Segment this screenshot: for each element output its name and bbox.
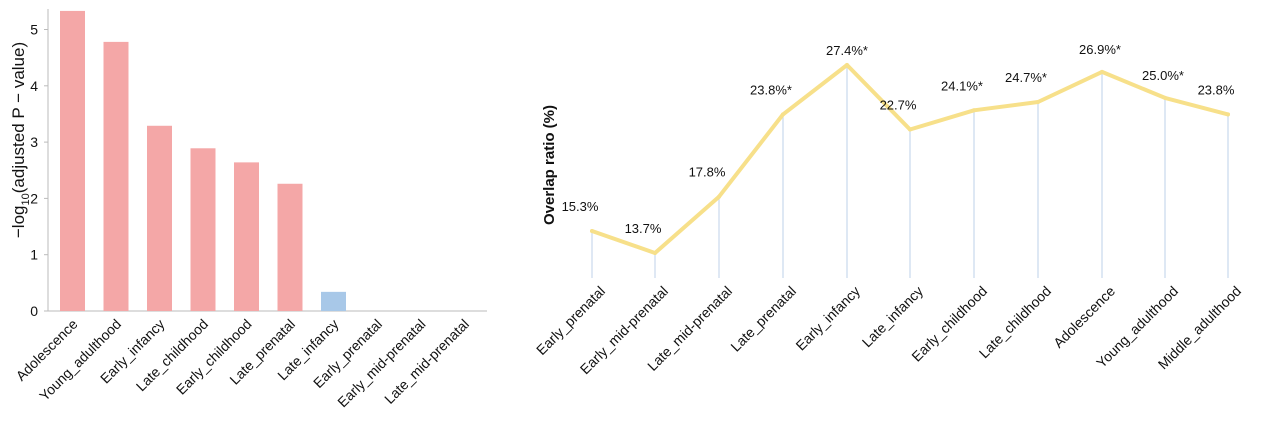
- data-point: [972, 108, 976, 113]
- y-tick-label: 0: [30, 303, 38, 319]
- data-point: [1163, 95, 1167, 100]
- data-label: 24.7%*: [1005, 70, 1047, 85]
- data-point: [1100, 69, 1104, 74]
- data-label: 27.4%*: [826, 43, 868, 58]
- x-category-label: Adolescence: [1050, 283, 1118, 351]
- bar-late_childhood: [190, 148, 216, 311]
- data-label: 15.3%: [562, 199, 599, 214]
- x-category-label: Early_prenatal: [533, 283, 608, 358]
- bar-late_prenatal: [277, 183, 303, 311]
- x-category-label: Late_infancy: [859, 283, 926, 350]
- data-label: 23.8%*: [750, 82, 792, 97]
- data-point: [1036, 100, 1040, 105]
- y-axis-title-subscript: 10: [20, 193, 32, 205]
- x-category-label: Early_mid-prenatal: [577, 283, 671, 377]
- y-tick-label: 3: [30, 134, 38, 150]
- y-axis-title-rest: (adjusted P − value): [9, 42, 28, 193]
- y-tick-label: 1: [30, 247, 38, 263]
- x-category-label: Early_childhood: [908, 283, 990, 365]
- data-point: [1226, 112, 1230, 117]
- x-category-label: Middle_adulthood: [1155, 283, 1244, 372]
- x-category-label: Early_infancy: [792, 283, 863, 354]
- y-tick-label: 4: [30, 78, 38, 94]
- data-label: 23.8%: [1198, 82, 1235, 97]
- data-label: 17.8%: [689, 165, 726, 180]
- y-axis-title: −log10(adjusted P − value): [9, 42, 32, 238]
- data-label: 26.9%*: [1079, 42, 1121, 57]
- x-category-label: Late_prenatal: [727, 283, 799, 355]
- x-category-label: Early_childhood: [173, 316, 255, 398]
- data-point: [845, 63, 849, 67]
- data-point: [781, 112, 785, 117]
- series-line: [590, 63, 1230, 255]
- bar-early_infancy: [147, 125, 172, 311]
- x-category-label: Late_mid-prenatal: [381, 316, 472, 407]
- data-label: 24.1%*: [941, 78, 983, 93]
- x-category-label: Late_mid-prenatal: [644, 283, 735, 374]
- data-label: 22.7%: [880, 97, 917, 112]
- y-tick-label: 2: [30, 190, 38, 206]
- data-label: 25.0%*: [1142, 68, 1184, 83]
- data-point: [908, 127, 912, 132]
- data-label: 13.7%: [625, 221, 662, 236]
- data-point: [653, 250, 657, 255]
- y-axis-title: Overlap ratio (%): [541, 105, 558, 225]
- bar-late_infancy: [321, 291, 346, 311]
- data-point: [590, 229, 594, 233]
- bar-early_childhood: [234, 162, 259, 311]
- y-axis-title-main: −log: [9, 206, 28, 239]
- x-category-label: Late_childhood: [976, 283, 1054, 361]
- x-category-label: Young_adulthood: [1093, 283, 1181, 371]
- bar-young_adulthood: [103, 41, 129, 312]
- bar-adolescence: [60, 10, 85, 312]
- data-point: [717, 194, 721, 199]
- y-tick-label: 5: [30, 22, 38, 38]
